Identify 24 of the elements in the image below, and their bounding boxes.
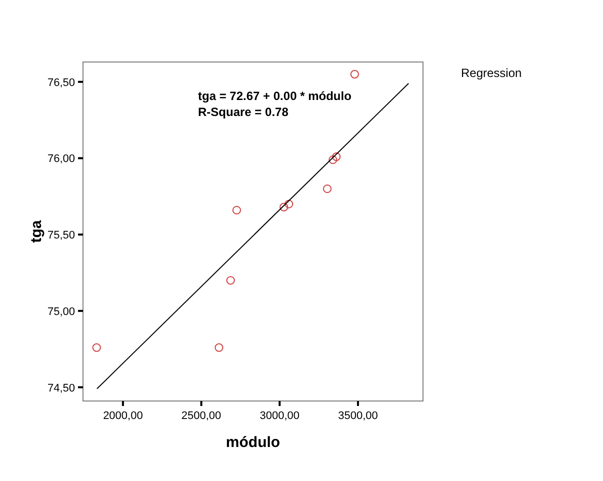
y-tick-label: 76,00: [47, 153, 75, 166]
point: [232, 206, 242, 214]
x-tick-label: 3500,00: [338, 410, 378, 422]
point: [214, 343, 224, 352]
x-axis-title: módulo: [226, 434, 280, 451]
point: [226, 276, 235, 285]
y-tick-label: 74,50: [47, 382, 75, 394]
point: [332, 152, 341, 161]
y-tick-label: 75,00: [47, 306, 75, 318]
y-axis-title: tga: [28, 220, 45, 243]
x-tick-label: 2000,00: [103, 410, 143, 422]
point: [350, 70, 359, 79]
point: [328, 155, 338, 164]
point: [92, 343, 101, 352]
x-tick-label: 3000,00: [260, 410, 300, 422]
y-tick-label: 75,50: [47, 230, 75, 242]
point: [280, 202, 288, 212]
point: [322, 184, 332, 194]
legend-title: Regression: [461, 66, 522, 80]
x-tick-label: 2500,00: [181, 410, 222, 422]
y-tick-label: 76,50: [47, 76, 75, 89]
annotation: tga = 72.67 + 0.00 * módulo: [198, 89, 352, 103]
point: [284, 200, 294, 208]
annotation: R-Square = 0.78: [198, 105, 289, 119]
